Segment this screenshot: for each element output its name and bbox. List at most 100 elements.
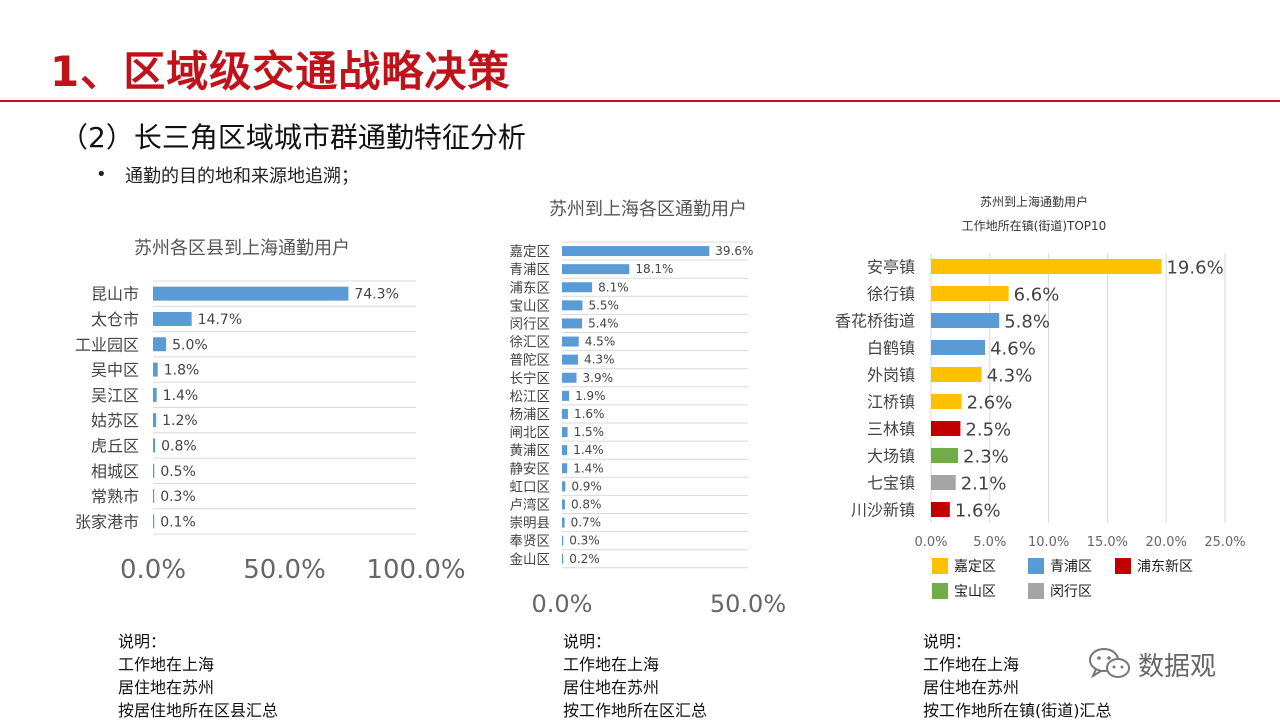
category-label: 闸北区	[510, 425, 551, 441]
category-label: 长宁区	[510, 370, 551, 387]
note-heading: 说明：	[923, 632, 972, 651]
note-line: 按居住地所在区县汇总	[118, 701, 279, 720]
category-label: 张家港市	[75, 512, 139, 531]
category-label: 徐汇区	[510, 335, 551, 351]
data-label: 4.5%	[585, 335, 616, 349]
data-label: 0.3%	[569, 534, 600, 548]
note-line: 居住地在苏州	[118, 678, 215, 697]
chart-title: 苏州各区县到上海通勤用户	[134, 238, 350, 259]
bar	[562, 553, 564, 564]
data-label: 4.3%	[987, 366, 1033, 387]
legend-label: 青浦区	[1050, 559, 1092, 575]
bar	[153, 463, 155, 478]
bar	[562, 481, 566, 492]
note-chart3: 说明： 工作地在上海 居住地在苏州 按工作地所在镇(街道)汇总	[923, 630, 1112, 720]
data-label: 1.9%	[575, 389, 606, 403]
bar	[562, 354, 578, 365]
title-divider	[0, 100, 1280, 102]
data-label: 4.3%	[584, 353, 615, 367]
bar	[562, 445, 568, 456]
data-label: 2.6%	[967, 393, 1013, 414]
category-label: 嘉定区	[510, 244, 551, 260]
legend-label: 宝山区	[954, 584, 996, 600]
tick-label: 20.0%	[1146, 535, 1187, 550]
tick-label: 5.0%	[973, 535, 1006, 550]
note-line: 居住地在苏州	[563, 678, 660, 697]
tick-label: 0.0%	[532, 590, 593, 618]
note-line: 居住地在苏州	[923, 678, 1020, 697]
bar	[562, 499, 565, 510]
tick-label: 25.0%	[1204, 535, 1245, 550]
bar	[153, 311, 192, 326]
category-label: 七宝镇	[867, 474, 915, 493]
category-label: 杨浦区	[510, 407, 551, 423]
note-heading: 说明：	[118, 632, 167, 651]
bar	[931, 502, 950, 517]
data-label: 1.4%	[573, 443, 604, 457]
data-label: 1.4%	[163, 388, 199, 404]
bar	[562, 336, 579, 347]
note-chart1: 说明： 工作地在上海 居住地在苏州 按居住地所在区县汇总	[118, 630, 278, 720]
legend-swatch	[932, 558, 948, 574]
slide-title: 1、区域级交通战略决策	[50, 47, 511, 96]
category-label: 姑苏区	[91, 411, 139, 430]
category-label: 崇明县	[510, 516, 551, 532]
bar	[153, 438, 156, 453]
note-chart2: 说明： 工作地在上海 居住地在苏州 按工作地所在区汇总	[563, 630, 707, 720]
bar	[931, 448, 959, 463]
data-label: 19.6%	[1166, 258, 1223, 279]
category-label: 安亭镇	[867, 258, 915, 277]
data-label: 5.4%	[588, 316, 619, 330]
bar	[931, 340, 986, 355]
data-label: 4.6%	[990, 339, 1036, 360]
tick-label: 0.0%	[120, 555, 186, 585]
data-label: 1.6%	[574, 407, 605, 421]
bar	[562, 282, 593, 293]
tick-label: 50.0%	[243, 555, 326, 585]
bar	[562, 427, 568, 438]
data-label: 8.1%	[598, 280, 629, 294]
category-label: 普陀区	[510, 353, 551, 369]
category-label: 黄浦区	[510, 443, 551, 459]
bar	[931, 259, 1162, 274]
note-heading: 说明：	[563, 632, 612, 651]
data-label: 2.5%	[965, 420, 1011, 441]
data-label: 2.1%	[961, 474, 1007, 495]
tick-label: 0.0%	[914, 535, 947, 550]
bar	[562, 318, 583, 329]
category-label: 香花桥街道	[835, 312, 915, 331]
chart-title-line2: 工作地所在镇(街道)TOP10	[962, 219, 1107, 233]
bar	[153, 413, 157, 428]
bar	[562, 408, 568, 419]
data-label: 74.3%	[354, 287, 398, 303]
tick-label: 15.0%	[1087, 535, 1128, 550]
legend-swatch	[932, 583, 948, 599]
bullet-text: 通勤的目的地和来源地追溯；	[125, 166, 359, 187]
data-label: 5.8%	[1004, 312, 1050, 333]
legend-swatch	[1115, 558, 1131, 574]
data-label: 1.5%	[574, 425, 605, 439]
note-line: 按工作地所在区汇总	[563, 701, 708, 720]
bar	[153, 489, 155, 504]
note-line: 工作地在上海	[563, 655, 660, 674]
bar	[931, 313, 1000, 328]
data-label: 2.3%	[963, 447, 1009, 468]
category-label: 三林镇	[867, 420, 915, 439]
bar	[153, 362, 158, 377]
legend-swatch	[1028, 583, 1044, 599]
bar	[153, 387, 157, 402]
note-line: 按工作地所在镇(街道)汇总	[923, 701, 1112, 720]
category-label: 外岗镇	[867, 366, 915, 385]
category-label: 青浦区	[510, 262, 551, 278]
category-label: 松江区	[510, 389, 551, 405]
watermark: 数据观	[1088, 644, 1216, 684]
watermark-text: 数据观	[1138, 651, 1217, 682]
bar	[153, 337, 167, 352]
data-label: 0.3%	[160, 489, 196, 505]
bar	[931, 421, 961, 436]
category-label: 浦东区	[510, 280, 551, 296]
data-label: 0.7%	[571, 516, 602, 530]
